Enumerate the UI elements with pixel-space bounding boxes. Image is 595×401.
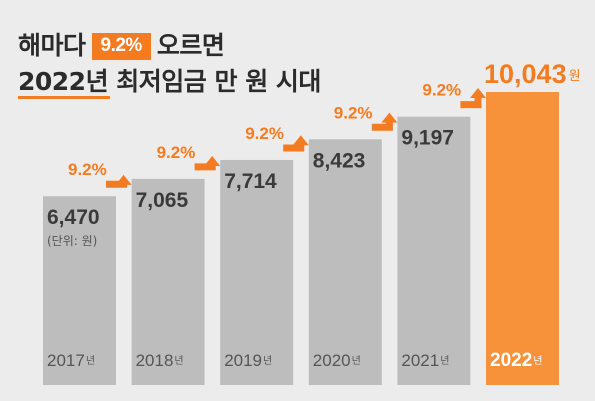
unit-note: (단위: 원): [47, 234, 97, 248]
title-line-2: 2022년 최저임금 만 원 시대: [18, 67, 321, 96]
year-suffix-2020: 년: [352, 355, 361, 367]
title-prefix: 해마다: [18, 31, 86, 60]
bar-2021: [397, 116, 471, 385]
growth-label-2019: 9.2%: [157, 143, 196, 162]
growth-label-2022: 9.2%: [422, 81, 461, 100]
year-label-2022: 2022: [490, 350, 532, 371]
title-suffix: 오르면: [156, 31, 225, 60]
growth-arrowhead-2021: [381, 112, 398, 123]
growth-label-2021: 9.2%: [334, 103, 373, 122]
bar-2017: [43, 196, 116, 385]
title-underline: [18, 96, 110, 99]
growth-arrowhead-2018: [115, 174, 132, 185]
year-label-2019: 2019: [224, 351, 262, 370]
value-label-2017: 6,470: [47, 206, 100, 229]
growth-label-2018: 9.2%: [68, 160, 107, 179]
growth-arrowhead-2019: [204, 155, 221, 166]
year-label-2020: 2020: [313, 351, 351, 370]
growth-arrowhead-2020: [292, 135, 309, 146]
bar-2022: [486, 92, 559, 385]
year-suffix-2021: 년: [440, 355, 449, 367]
bar-2018: [131, 178, 205, 385]
year-label-2018: 2018: [136, 351, 174, 370]
growth-arrowhead-2022: [470, 88, 486, 98]
year-label-2021: 2021: [401, 351, 439, 370]
bar-2019: [220, 159, 294, 385]
title-line-1: 해마다 9.2% 오르면: [18, 26, 225, 62]
growth-arrow-2021: [371, 120, 393, 131]
value-label-2021: 9,197: [401, 127, 454, 150]
value-label-2019: 7,714: [224, 170, 277, 193]
year-suffix-2019: 년: [263, 355, 272, 367]
value-label-2020: 8,423: [313, 149, 366, 172]
growth-arrow-2022: [460, 96, 482, 109]
year-label-2017: 2017: [47, 351, 85, 370]
value-unit-label: 원: [569, 69, 581, 84]
bar-2020: [308, 139, 382, 385]
year-suffix-2018: 년: [174, 355, 183, 367]
value-label-2022: 10,043: [484, 59, 567, 89]
growth-label-2020: 9.2%: [245, 124, 284, 143]
year-suffix-2017: 년: [86, 355, 95, 367]
value-label-2018: 7,065: [136, 189, 189, 212]
title-highlight-badge: 9.2%: [91, 33, 151, 60]
year-suffix-2022: 년: [533, 355, 542, 367]
